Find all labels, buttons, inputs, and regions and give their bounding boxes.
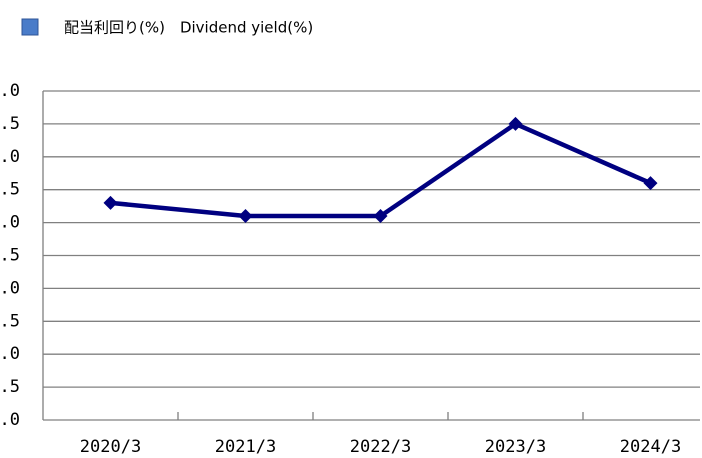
y-tick-label: 2.0 xyxy=(0,278,20,298)
y-tick-label: 3.0 xyxy=(0,213,20,233)
data-point xyxy=(373,209,388,224)
y-tick-label: 4.0 xyxy=(0,147,20,167)
y-tick-label: 2.5 xyxy=(0,246,20,266)
y-tick-label: 3.5 xyxy=(0,180,20,200)
x-tick-label: 2020/3 xyxy=(80,437,141,457)
legend-label: 配当利回り(%) Dividend yield(%) xyxy=(64,19,313,37)
data-point xyxy=(238,209,253,224)
data-point xyxy=(643,176,658,191)
y-tick-label: 0.0 xyxy=(0,410,20,430)
legend-swatch xyxy=(21,18,39,36)
y-tick-label: 5.0 xyxy=(0,81,20,101)
x-tick-label: 2024/3 xyxy=(620,437,681,457)
y-tick-label: 1.0 xyxy=(0,344,20,364)
y-tick-label: 4.5 xyxy=(0,114,20,134)
data-point xyxy=(103,195,118,210)
x-tick-label: 2022/3 xyxy=(350,437,411,457)
x-tick-label: 2021/3 xyxy=(215,437,276,457)
data-line xyxy=(110,121,652,219)
y-tick-label: 0.5 xyxy=(0,377,20,397)
x-tick-label: 2023/3 xyxy=(485,437,546,457)
y-tick-label: 1.5 xyxy=(0,311,20,331)
data-point xyxy=(508,116,523,131)
